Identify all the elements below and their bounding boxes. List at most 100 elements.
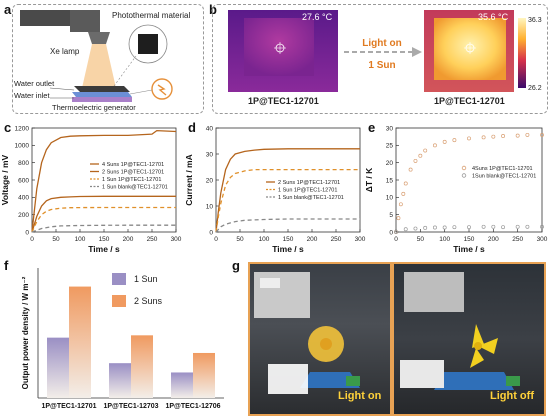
panel-label-e: e <box>368 120 376 135</box>
panel-a-frame <box>12 4 204 114</box>
y-tick-label: 0 <box>25 229 29 236</box>
y-tick-label: 30 <box>386 125 394 132</box>
x-axis-label: Time / s <box>88 244 120 254</box>
y-axis-label: Current / mA <box>184 154 194 205</box>
category-label: 1P@TEC1-12706 <box>165 403 220 410</box>
legend-label: 4Suns 1P@TEC1-12701 <box>472 166 533 172</box>
lightning-icon <box>157 84 167 96</box>
data-point <box>413 158 418 163</box>
y-tick-label: 25 <box>386 143 394 150</box>
y-tick-label: 5 <box>389 212 393 219</box>
photo-light-off: Light off <box>392 262 546 416</box>
x-tick-label: 300 <box>537 236 548 243</box>
x-tick-label: 50 <box>52 236 60 243</box>
data-point <box>403 227 408 232</box>
crosshair-icon <box>274 42 286 54</box>
data-point <box>525 224 530 229</box>
temp-before: 27.6 °C <box>302 12 333 22</box>
data-point <box>401 191 406 196</box>
y-tick-label: 1200 <box>15 125 30 132</box>
legend-marker <box>461 165 467 171</box>
x-tick-label: 100 <box>439 236 450 243</box>
y-tick-label: 40 <box>206 125 214 132</box>
y-tick-label: 800 <box>18 160 29 167</box>
x-axis-label: Time / s <box>453 244 485 254</box>
chart-current: 0 50 100 150 200 250 300 0 10 20 30 40 Time / s Curre… <box>184 125 366 254</box>
panel-label-a: a <box>4 2 12 17</box>
scale-min: 26.2 <box>528 85 542 92</box>
x-tick-label: 150 <box>99 236 110 243</box>
legend-label: 1 Sun blank@TEC1-12701 <box>278 195 344 201</box>
data-point <box>432 225 437 230</box>
panel-label-f: f <box>4 258 9 273</box>
caption-before: 1P@TEC1-12701 <box>248 96 319 106</box>
water-outlet-label: Water outlet <box>14 79 55 88</box>
legend-label: 1 Sun 1P@TEC1-12701 <box>102 177 161 183</box>
y-tick-label: 15 <box>386 177 394 184</box>
stage-base <box>434 372 514 390</box>
data-point <box>481 224 486 229</box>
y-axis-label: Voltage / mV <box>0 154 10 205</box>
series-line <box>31 206 176 233</box>
xe-lamp-label: Xe lamp <box>50 47 80 56</box>
x-tick-label: 200 <box>488 236 499 243</box>
panel-b-thermal: 27.6 °C 1P@TEC1-12701 Light on 1 Sun 35.… <box>228 10 542 106</box>
y-tick-label: 10 <box>386 195 394 202</box>
panel-label-g: g <box>232 258 240 273</box>
caption-after: 1P@TEC1-12701 <box>434 96 505 106</box>
legend-label: 1 Sun blank@TEC1-12701 <box>102 185 168 191</box>
series-line <box>31 195 176 233</box>
data-point <box>501 134 506 138</box>
x-tick-label: 100 <box>259 236 270 243</box>
fan-blade-icon <box>472 324 484 348</box>
y-tick-label: 400 <box>18 195 29 202</box>
temperature-scale-bar <box>518 18 526 88</box>
bar <box>131 335 153 398</box>
y-tick-label: 600 <box>18 177 29 184</box>
y-tick-label: 1000 <box>15 143 30 150</box>
data-point <box>423 225 428 230</box>
data-point <box>540 224 544 229</box>
light-beam <box>82 44 116 88</box>
y-tick-label: 200 <box>18 212 29 219</box>
chart-power-density: Output power density / W m⁻² 1P@TEC1-1270… <box>21 268 224 410</box>
x-tick-label: 150 <box>464 236 475 243</box>
data-point <box>403 181 408 186</box>
legend-label: 1 Sun 1P@TEC1-12701 <box>278 188 337 194</box>
crosshair-icon <box>464 42 476 54</box>
panel-a-schematic: Xe lamp Photothermal material Water outl… <box>14 10 190 112</box>
data-point <box>540 132 544 137</box>
device-stack <box>72 86 132 102</box>
legend-label: 2 Suns 1P@TEC1-12701 <box>102 170 164 176</box>
data-point <box>515 224 520 229</box>
legend-label: 4 Suns 1P@TEC1-12701 <box>102 162 164 168</box>
data-point <box>525 132 530 137</box>
data-point <box>408 167 413 172</box>
x-tick-label: 250 <box>512 236 523 243</box>
label-light-on: Light on <box>338 390 382 402</box>
instrument-box <box>404 272 464 312</box>
light-source-glow <box>268 364 308 394</box>
material-label: Photothermal material <box>112 11 190 20</box>
x-tick-label: 150 <box>283 236 294 243</box>
x-tick-label: 300 <box>171 236 182 243</box>
photo-light-on: Light on <box>248 262 392 416</box>
bar <box>171 372 193 398</box>
y-axis-label: ΔT / K <box>366 167 374 192</box>
panel-label-d: d <box>188 120 196 135</box>
legend-label: 2 Suns 1P@TEC1-12701 <box>278 180 340 186</box>
data-point <box>432 143 437 148</box>
chart-delta-t: 0 50 100 150 200 250 300 0 5 10 15 20 25 30 Time / s ΔT… <box>366 125 548 254</box>
series-line <box>215 148 360 233</box>
data-point <box>452 225 457 230</box>
bar <box>69 286 91 398</box>
bar <box>109 363 131 398</box>
data-point <box>501 225 506 230</box>
bar <box>47 337 69 398</box>
data-point <box>394 230 398 234</box>
arrow-head-icon <box>412 47 422 57</box>
x-tick-label: 0 <box>394 236 398 243</box>
light-source-off <box>400 360 444 388</box>
legend-swatch <box>112 295 126 307</box>
legend-label: 1Sun blank@TEC1-12701 <box>472 174 536 180</box>
